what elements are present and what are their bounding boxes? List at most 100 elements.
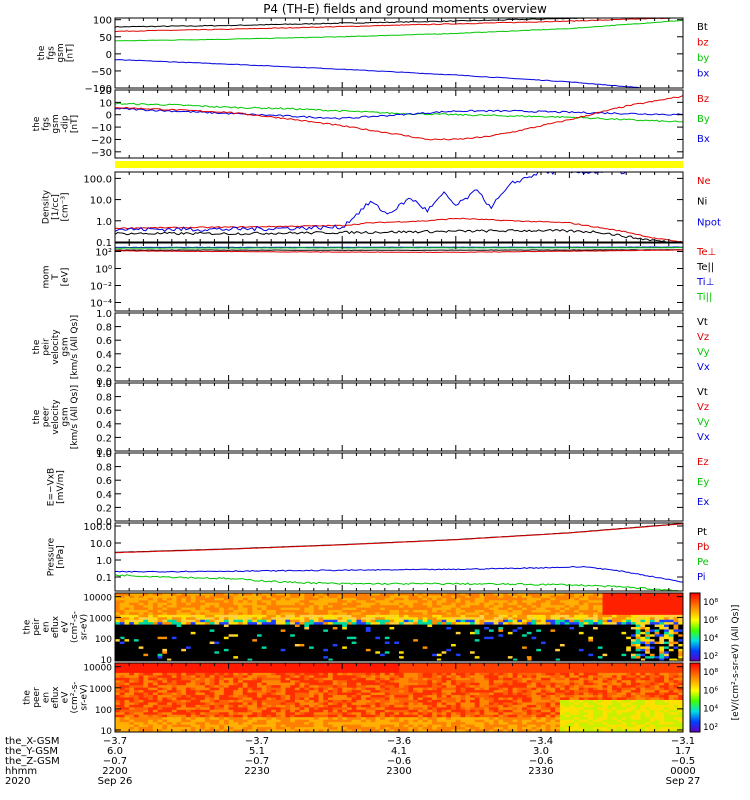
ephemeris-value: 0000 — [670, 766, 695, 777]
series-pressure-Pt — [115, 523, 683, 553]
y-axis-label: [mV/m] — [56, 470, 66, 504]
panel-density: 100.0 10.0 1.0 0.1 Density [1/cc] [cm⁻³] Ne Ni Np… — [42, 171, 721, 249]
y-axis-label: eflux — [51, 686, 61, 709]
y-tick-label: 1.0 — [96, 309, 112, 320]
y-tick-label: 10000 — [83, 594, 112, 604]
series-bgsm-by — [115, 19, 683, 42]
y-tick-label: 100.0 — [83, 522, 112, 533]
y-axis-label: the — [32, 409, 42, 424]
legend-Vz: Vz — [697, 332, 709, 343]
y-axis-label: [1/cc] — [51, 194, 61, 220]
legend-Pb: Pb — [697, 542, 709, 553]
legend-Vx: Vx — [697, 362, 710, 373]
legend-Ez: Ez — [697, 457, 709, 468]
series-temp-Ti — [115, 247, 683, 249]
y-tick-label: 10000 — [83, 664, 112, 674]
ephemeris-value: −0.7 — [245, 756, 269, 767]
y-tick-label: 0.4 — [96, 420, 112, 431]
y-axis-label: peir — [42, 338, 52, 356]
series-bgsm-bx — [115, 59, 649, 88]
y-axis-label: sr-eV) — [80, 614, 90, 640]
panel-peirspec: 10⁸ 10⁶ 10⁴ 10² [eV/(cm²-s-sr-eV) (All Qs)] 1… — [23, 592, 741, 721]
colorbar-peirspec — [689, 592, 701, 662]
frame-pressure — [114, 522, 684, 592]
legend-Pe: Pe — [697, 557, 709, 568]
y-tick-label: 1.0 — [96, 379, 112, 390]
legend-Te: Te⊥ — [696, 247, 716, 258]
legend-Te: Te|| — [696, 262, 714, 273]
panel-peerspec: 10⁸ 10⁶ 10⁴ 10² 10000 1000 100 10 the peer en eflux… — [23, 662, 718, 737]
y-tick-label: 0.1 — [96, 573, 112, 584]
ephemeris-row-label: 2020 — [5, 776, 30, 787]
y-tick-label: 10.0 — [90, 539, 112, 550]
legend-Pi: Pi — [697, 572, 706, 583]
y-tick-label: 50 — [99, 33, 112, 44]
legend-bx: bx — [697, 69, 709, 80]
y-axis-label: gsm — [51, 114, 61, 133]
y-tick-label: −50 — [91, 67, 112, 78]
y-tick-label: 10.0 — [90, 196, 112, 207]
y-tick-label: −100 — [85, 84, 112, 95]
colorbar-tick-label: 10⁶ — [703, 616, 718, 626]
y-tick-label: 0.0 — [96, 447, 112, 458]
y-axis-label: E=−VxB — [46, 468, 56, 506]
ephemeris-value: 3.0 — [533, 746, 549, 757]
y-axis-label: gsm — [61, 407, 71, 426]
legend-Ni: Ni — [697, 197, 707, 208]
series-density-Ni — [115, 228, 677, 242]
legend-Vt: Vt — [697, 317, 708, 328]
legend-Bx: Bx — [697, 134, 710, 145]
quality-flag-bar — [115, 161, 683, 168]
frame-efield — [114, 452, 684, 522]
ephemeris-value: −0.6 — [529, 756, 553, 767]
y-tick-label: 0.1 — [96, 238, 112, 249]
y-axis-label: the — [23, 619, 33, 634]
frame-peervel — [114, 382, 684, 452]
legend-Ti: Ti⊥ — [696, 277, 714, 288]
y-axis-label: [nT] — [65, 44, 75, 62]
series-pressure-Pe — [115, 574, 683, 591]
y-axis-label: [nT] — [70, 115, 80, 133]
series-pressure-Pb — [115, 523, 683, 554]
y-axis-label: fgs — [42, 117, 52, 131]
series-pressure-Pi — [115, 565, 683, 583]
series-bgsm-bz — [115, 18, 681, 33]
colorbar-label: [eV/(cm²-s-sr-eV) (All Qs)] — [731, 605, 741, 721]
y-axis-label: [km/s (All Qs)] — [70, 315, 80, 379]
legend-bz: bz — [697, 38, 709, 49]
legend-Vz: Vz — [697, 402, 709, 413]
y-axis-label: [eV] — [61, 268, 71, 287]
y-axis-label: peer — [42, 406, 52, 427]
ephemeris-value: −3.6 — [387, 736, 411, 747]
y-axis-label: Pressure — [46, 537, 56, 576]
figure-title: P4 (TH-E) fields and ground moments over… — [263, 2, 547, 16]
colorbar-tick-label: 10⁴ — [703, 705, 718, 715]
y-tick-label: 0 — [106, 111, 112, 122]
ephemeris-row-label: hhmm — [5, 766, 37, 777]
lines-density — [115, 172, 683, 242]
y-axis-label: the — [37, 45, 47, 60]
ephemeris-value: 2300 — [386, 766, 411, 777]
y-tick-label: 0.8 — [96, 463, 112, 474]
ephemeris-row-label: the_Y-GSM — [5, 746, 58, 757]
y-tick-label: 0.6 — [96, 476, 112, 487]
series-bdetail-By — [115, 102, 683, 123]
y-tick-label: 100 — [95, 635, 112, 645]
y-tick-label: 0.2 — [96, 363, 112, 374]
ephemeris-value: −3.7 — [245, 736, 269, 747]
colorbar-peerspec — [689, 662, 701, 733]
y-tick-label: 0.6 — [96, 336, 112, 347]
y-tick-label: 0.4 — [96, 490, 112, 501]
ephemeris-value: −3.1 — [671, 736, 695, 747]
legend-Ne: Ne — [697, 176, 711, 187]
legend-by: by — [697, 53, 709, 64]
y-axis-label: mom — [42, 265, 52, 288]
y-axis-label: [nPa] — [56, 545, 66, 568]
spectrogram-peirspec — [115, 593, 683, 661]
y-tick-label: 0.0 — [96, 377, 112, 388]
lines-bdetail — [115, 95, 683, 141]
y-axis-label: [km/s (All Qs)] — [70, 385, 80, 449]
y-axis-label: the — [32, 116, 42, 131]
y-axis-label: peer — [32, 687, 42, 708]
